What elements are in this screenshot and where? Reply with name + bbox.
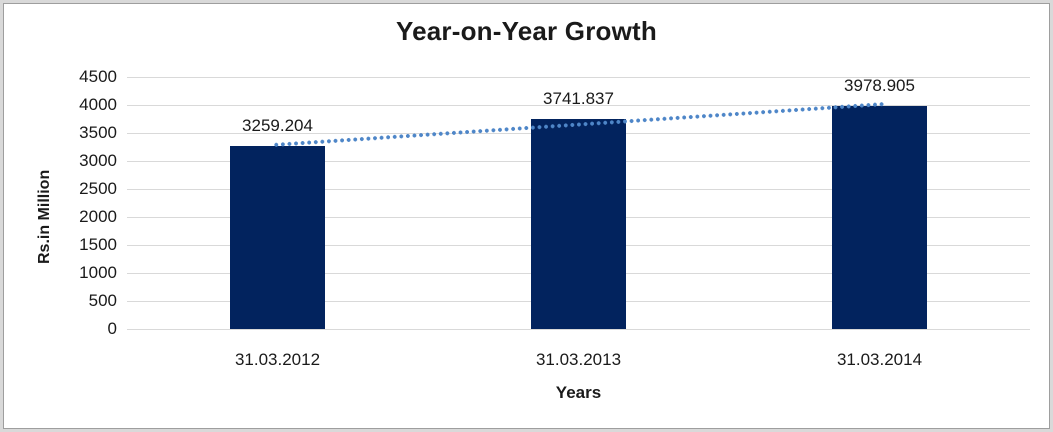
y-tick-label: 2000	[79, 207, 117, 226]
y-tick-label: 500	[88, 291, 117, 310]
y-tick-label: 3500	[79, 123, 117, 142]
x-tick-label: 31.03.2013	[535, 350, 622, 369]
chart-title: Year-on-Year Growth	[396, 16, 657, 46]
bar	[230, 146, 325, 329]
gridline	[127, 329, 1030, 330]
y-tick-label: 0	[107, 319, 117, 338]
y-tick-label: 1500	[79, 235, 117, 254]
bar-data-label: 3259.204	[242, 116, 313, 136]
y-tick-label: 3000	[79, 151, 117, 170]
chart-canvas: Year-on-Year Growth Rs.in Million Years …	[3, 3, 1050, 429]
gridline	[127, 105, 1030, 106]
bar	[531, 119, 626, 329]
bar	[832, 106, 927, 329]
bar-data-label: 3978.905	[844, 76, 915, 96]
y-tick-label: 4000	[79, 95, 117, 114]
gridline	[127, 77, 1030, 78]
x-axis-title: Years	[555, 383, 602, 402]
y-tick-label: 1000	[79, 263, 117, 282]
x-tick-label: 31.03.2012	[234, 350, 321, 369]
x-tick-label: 31.03.2014	[836, 350, 923, 369]
y-tick-label: 4500	[79, 67, 117, 86]
y-tick-label: 2500	[79, 179, 117, 198]
bar-data-label: 3741.837	[543, 89, 614, 109]
